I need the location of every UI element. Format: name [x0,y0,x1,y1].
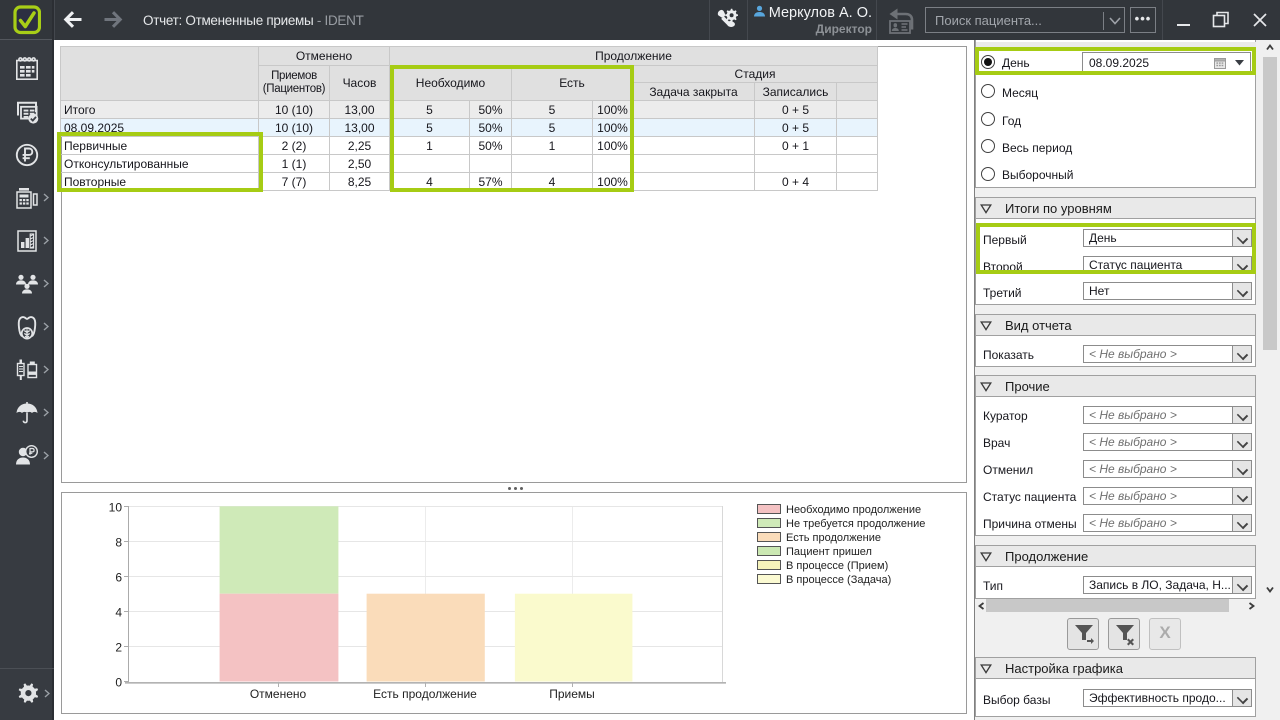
svg-text:Необходимо продолжение: Необходимо продолжение [786,504,921,516]
svg-text:2: 2 [115,641,122,655]
svg-text:6: 6 [115,571,122,585]
svg-text:0: 0 [115,676,122,690]
svg-text:Есть продолжение: Есть продолжение [373,687,477,701]
svg-text:В процессе (Прием): В процессе (Прием) [786,560,888,572]
svg-text:10: 10 [109,501,123,515]
svg-text:4: 4 [115,606,122,620]
svg-text:Есть продолжение: Есть продолжение [786,532,881,544]
svg-text:Приемы: Приемы [549,687,595,701]
svg-text:8: 8 [115,536,122,550]
svg-text:В процессе (Задача): В процессе (Задача) [786,574,891,586]
svg-text:Не требуется продолжение: Не требуется продолжение [786,518,925,530]
svg-text:Отменено: Отменено [250,687,307,701]
svg-text:Пациент пришел: Пациент пришел [786,546,872,558]
